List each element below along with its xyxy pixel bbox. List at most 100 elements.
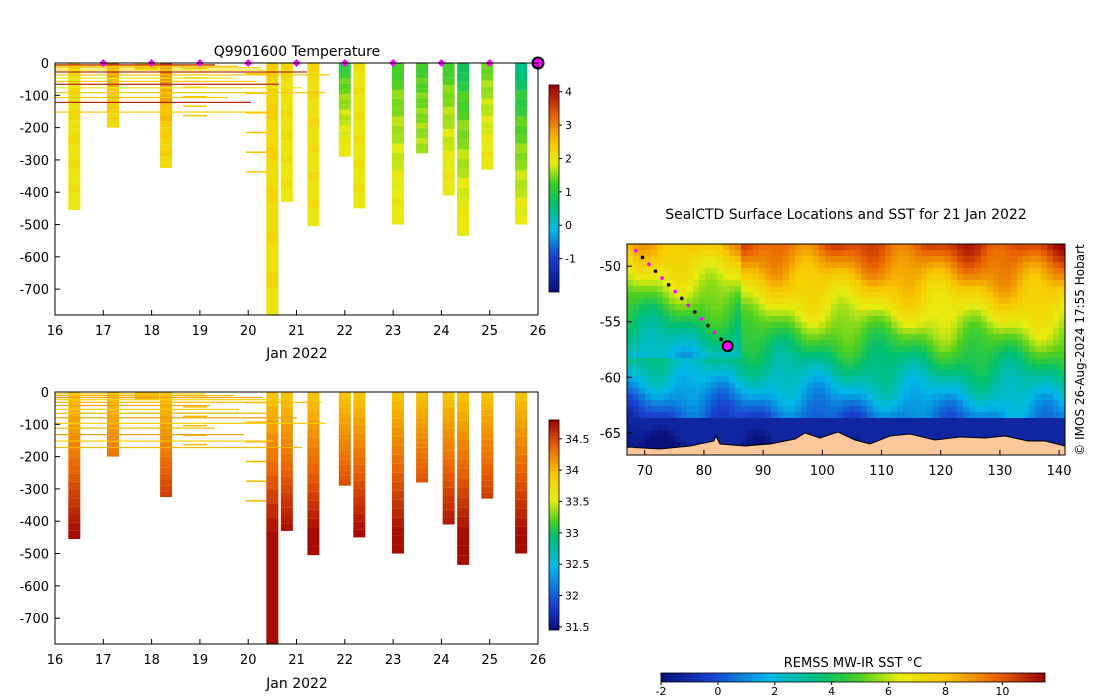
sst-cell (957, 358, 963, 364)
sst-cell (777, 346, 783, 352)
sst-cell (1053, 424, 1059, 430)
salinity-trace (55, 394, 234, 397)
sst-cell (801, 352, 807, 358)
sst-cell (651, 244, 657, 250)
sst-cell (861, 286, 867, 292)
x-tick-label: 21 (288, 653, 305, 668)
sst-cell (657, 382, 663, 388)
sst-cell (699, 298, 705, 304)
salinity-profile-cell (353, 480, 366, 489)
sst-cell (891, 412, 897, 418)
sst-cell (693, 424, 699, 430)
sst-cell (699, 346, 705, 352)
sst-cell (909, 286, 915, 292)
sst-cell (927, 376, 933, 382)
sst-cell (801, 418, 807, 424)
sst-cell (765, 244, 771, 250)
temperature-profile-cell (416, 143, 429, 149)
sst-cell (771, 436, 777, 442)
sst-cell (705, 280, 711, 286)
sst-cell (981, 256, 987, 262)
sst-cell (879, 400, 885, 406)
sst-cell (711, 358, 717, 364)
sst-cell (645, 346, 651, 352)
sst-cell (831, 316, 837, 322)
sst-cell (1029, 256, 1035, 262)
sst-cell (1035, 334, 1041, 340)
temperature-profile-cell (515, 215, 528, 225)
sst-cell (789, 286, 795, 292)
salinity-profile-cell (353, 464, 366, 473)
sst-cell (957, 412, 963, 418)
sst-cell (651, 424, 657, 430)
sst-cell (969, 370, 975, 376)
sst-cell (909, 280, 915, 286)
temperature-profile-cell (481, 140, 494, 146)
sst-cell (759, 334, 765, 340)
salinity-profile-cell (68, 465, 81, 474)
salinity-profile-cell (307, 546, 320, 556)
sst-cell (831, 262, 837, 268)
sst-cell (1023, 334, 1029, 340)
sst-cell (1005, 364, 1011, 370)
sst-cell (1059, 304, 1065, 310)
sst-cell (897, 274, 903, 280)
sst-cell (777, 412, 783, 418)
sst-cell (747, 262, 753, 268)
sst-cell (651, 364, 657, 370)
sst-cell (639, 358, 645, 364)
sst-cell (1059, 268, 1065, 274)
sst-cell (747, 412, 753, 418)
sst-cell (1047, 286, 1053, 292)
sst-cell (945, 358, 951, 364)
sst-cell (963, 328, 969, 334)
sst-cell (651, 352, 657, 358)
sst-cell (645, 442, 651, 448)
sst-cell (999, 292, 1005, 298)
salinity-profile-cell (416, 462, 429, 468)
sst-cell (777, 328, 783, 334)
sst-cell (1011, 400, 1017, 406)
sst-cell (1011, 322, 1017, 328)
sst-cell (921, 424, 927, 430)
sst-cell (1035, 400, 1041, 406)
sst-cell (759, 244, 765, 250)
y-tick-label: -500 (19, 548, 49, 563)
sst-cell (795, 382, 801, 388)
sst-cell (1053, 286, 1059, 292)
temperature-profile-cell (481, 163, 494, 170)
sst-cell (939, 412, 945, 418)
salinity-profile-cell (416, 402, 429, 408)
sst-cell (945, 256, 951, 262)
temperature-profile-cell (391, 63, 404, 72)
sst-cell (927, 328, 933, 334)
sst-cell (921, 406, 927, 412)
sst-cell (861, 394, 867, 400)
sst-cell (837, 322, 843, 328)
sst-cell (975, 274, 981, 280)
sst-cell (693, 262, 699, 268)
salinity-profile-cell (266, 476, 279, 490)
sst-cell (735, 370, 741, 376)
sst-cell (681, 364, 687, 370)
sst-cell (783, 262, 789, 268)
sst-cell (735, 244, 741, 250)
sst-cell (951, 406, 957, 412)
sst-cell (825, 328, 831, 334)
sst-cell (897, 310, 903, 316)
sst-cell (669, 328, 675, 334)
sst-cell (705, 244, 711, 250)
sst-cell (627, 370, 633, 376)
sst-cell (849, 274, 855, 280)
sst-cell (837, 286, 843, 292)
sst-cell (933, 328, 939, 334)
temperature-profile-cell (68, 136, 81, 145)
sst-cell (873, 322, 879, 328)
sst-cell (1011, 328, 1017, 334)
sst-cell (1047, 400, 1053, 406)
sst-cell (891, 400, 897, 406)
sst-cell (909, 370, 915, 376)
sst-cell (627, 406, 633, 412)
sst-cell (633, 268, 639, 274)
sst-cell (867, 244, 873, 250)
